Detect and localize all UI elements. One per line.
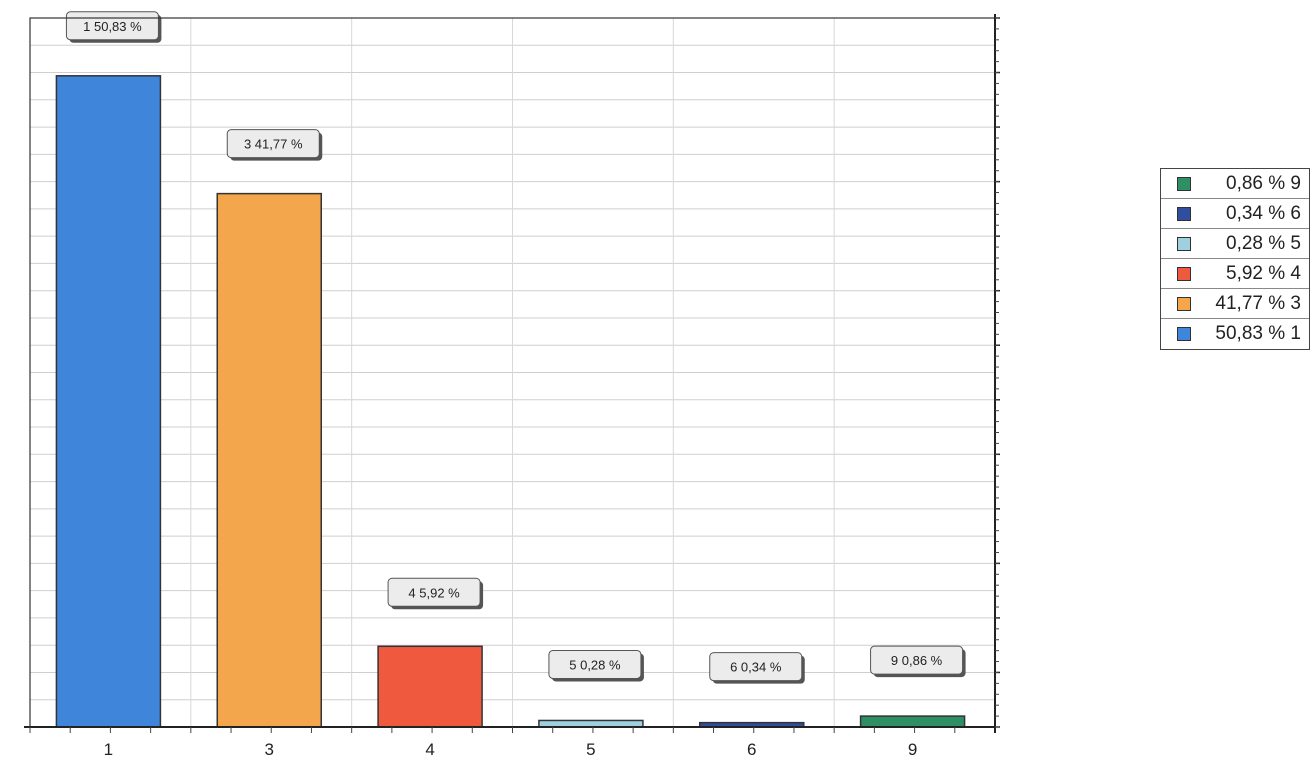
legend-label: 0,86 % 9 bbox=[1226, 172, 1301, 194]
data-label-box bbox=[387, 577, 481, 607]
grid-lines bbox=[30, 17, 995, 728]
legend-label: 0,28 % 5 bbox=[1226, 232, 1301, 254]
legend-swatch bbox=[1177, 236, 1191, 251]
legend-swatch bbox=[1177, 296, 1191, 311]
bars bbox=[55, 75, 966, 728]
x-tick-label: 5 bbox=[586, 740, 595, 759]
legend-item: 0,86 % 9 bbox=[1161, 169, 1309, 199]
data-label-box bbox=[709, 652, 803, 682]
legend-item: 0,34 % 6 bbox=[1161, 199, 1309, 229]
data-label-box bbox=[870, 645, 964, 675]
data-label-box bbox=[65, 11, 159, 41]
legend-swatch bbox=[1177, 206, 1191, 221]
x-tick-label: 4 bbox=[425, 740, 434, 759]
axes: 05.000.00010.000.00015.000.00020.000.000… bbox=[24, 14, 1000, 759]
data-label-6: 6 0,34 % bbox=[730, 660, 782, 675]
legend-swatch bbox=[1177, 176, 1191, 191]
x-tick-label: 3 bbox=[265, 740, 274, 759]
legend-label: 41,77 % 3 bbox=[1215, 292, 1301, 314]
data-label-4: 4 5,92 % bbox=[408, 585, 460, 600]
x-tick-label: 1 bbox=[104, 740, 113, 759]
bar-1 bbox=[55, 75, 162, 728]
bar-chart: 1 50,83 % 3 41,77 % 4 5,92 % 5 0,28 % 6 0,34… bbox=[24, 11, 1000, 759]
legend-item: 50,83 % 1 bbox=[1161, 319, 1309, 349]
legend-item: 5,92 % 4 bbox=[1161, 259, 1309, 289]
data-label-5: 5 0,28 % bbox=[569, 657, 621, 672]
data-label-1: 1 50,83 % bbox=[83, 19, 142, 34]
legend-swatch bbox=[1177, 266, 1191, 281]
legend-item: 41,77 % 3 bbox=[1161, 289, 1309, 319]
data-label-9: 9 0,86 % bbox=[891, 653, 943, 668]
x-tick-label: 9 bbox=[908, 740, 917, 759]
data-label-box bbox=[226, 129, 320, 159]
legend-swatch bbox=[1177, 327, 1191, 341]
data-label-box bbox=[548, 649, 642, 679]
legend-item: 0,28 % 5 bbox=[1161, 229, 1309, 259]
legend-label: 50,83 % 1 bbox=[1215, 323, 1301, 344]
data-labels: 1 50,83 % 3 41,77 % 4 5,92 % 5 0,28 % 6 0,34… bbox=[65, 11, 966, 684]
x-tick-label: 6 bbox=[747, 740, 756, 759]
data-label-3: 3 41,77 % bbox=[244, 137, 303, 152]
bar-4 bbox=[377, 645, 483, 728]
bar-9 bbox=[859, 715, 966, 728]
legend-label: 5,92 % 4 bbox=[1226, 262, 1301, 284]
bar-3 bbox=[216, 192, 322, 728]
legend: 0,86 % 9 0,34 % 6 0,28 % 5 5,92 % 4 41,77 % … bbox=[1160, 168, 1310, 350]
legend-label: 0,34 % 6 bbox=[1226, 202, 1301, 224]
